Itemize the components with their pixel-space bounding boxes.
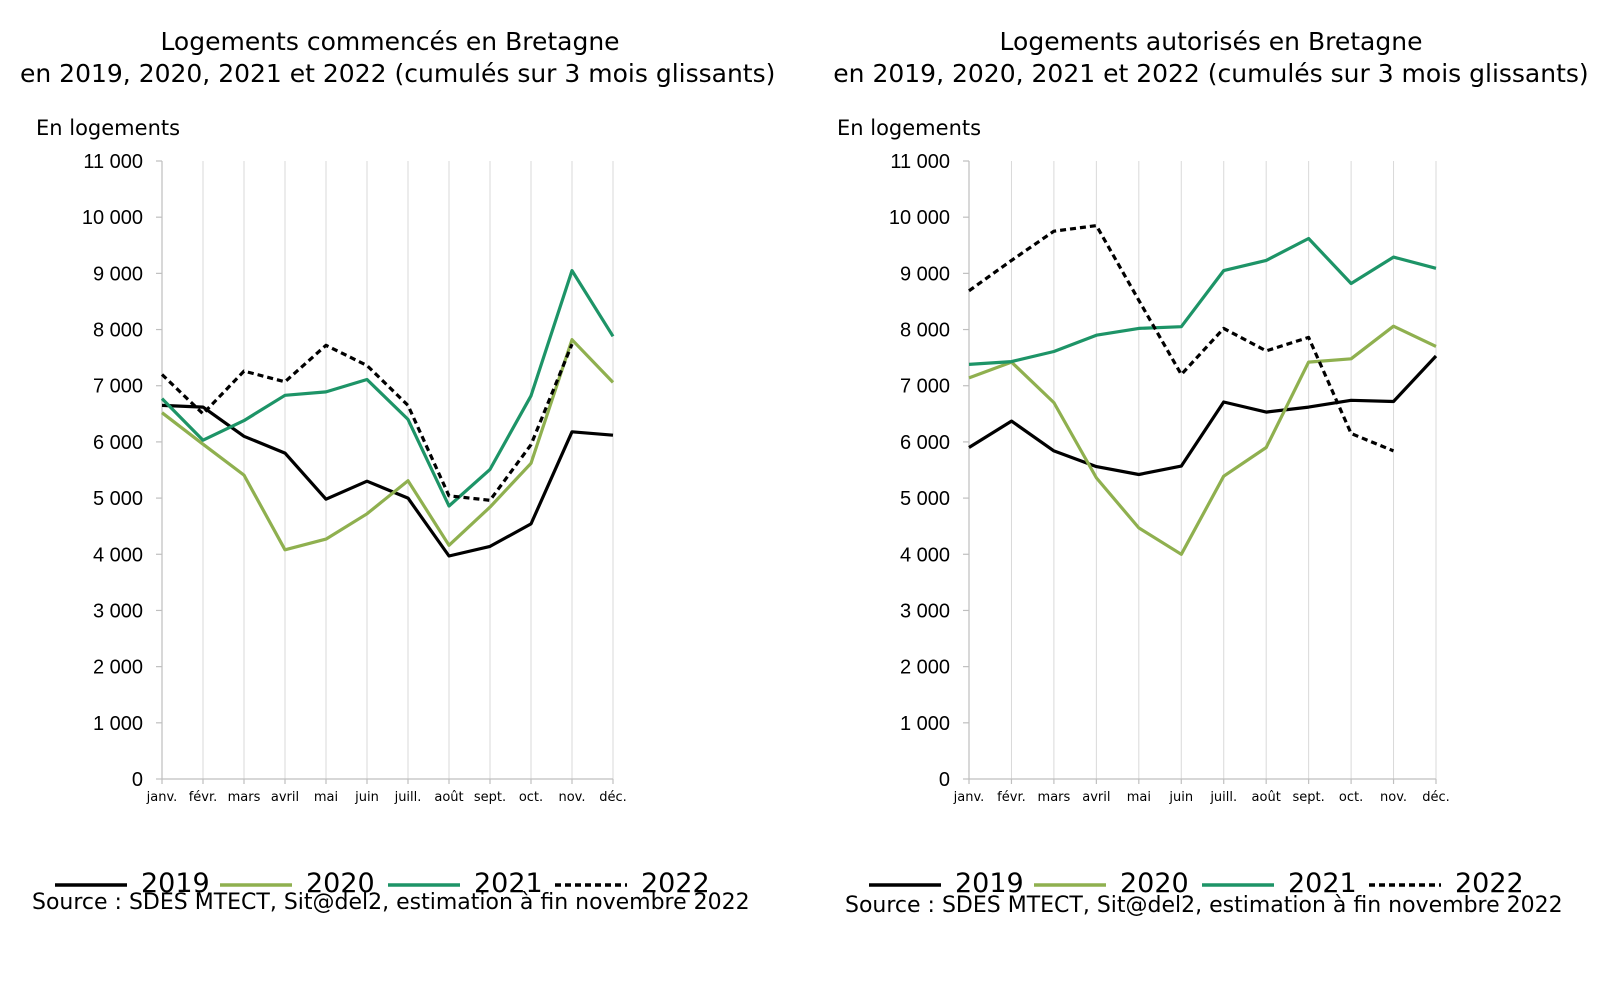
series-line-2020 [161,338,615,552]
y-tick-label: 7 000 [900,376,950,398]
y-tick-label: 3 000 [900,600,950,622]
x-tick-label: juill. [1209,790,1237,805]
x-tick-label: oct. [519,790,543,805]
legend-item-2020: 2020 [1034,866,1194,906]
y-tick-label: 1 000 [93,713,143,735]
legend-item-2019: 2019 [869,866,1029,906]
chart-title-line2: en 2019, 2020, 2021 et 2022 (cumulés sur… [20,59,776,88]
y-tick-label: 1 000 [900,713,950,735]
y-tick-label: 8 000 [93,320,143,342]
source-note: Source : SDES MTECT, Sit@del2, estimatio… [32,890,750,915]
x-tick-label: avril [1082,790,1110,805]
legend-swatch [1369,883,1441,887]
x-tick-label: sept. [474,790,506,805]
series-line-2019 [968,354,1438,477]
x-tick-label: juin [354,790,379,805]
plot-area: 0 1 000 2 000 3 000 4 000 5 000 6 000 7 000 8 00… [889,151,1450,805]
y-tick-label: 11 000 [83,151,143,173]
x-tick-label: févr. [997,790,1026,805]
legend-label: 2022 [1455,868,1524,899]
x-tick-label: mai [1127,790,1151,805]
x-tick-label: mars [228,790,261,805]
legend-swatch [1202,883,1274,887]
legend-swatch [388,883,460,887]
y-tick-label: 5 000 [93,488,143,510]
y-tick-label: 10 000 [889,207,950,229]
y-tick-label: 8 000 [900,320,950,342]
x-tick-label: janv. [953,790,985,805]
legend-label: 2021 [1288,868,1357,899]
legend-item-2021: 2021 [1202,866,1362,906]
y-tick-label: 4 000 [900,544,950,566]
legend-item-2020: 2020 [220,866,380,906]
chart-title-line2: en 2019, 2020, 2021 et 2022 (cumulés sur… [833,59,1589,88]
x-tick-label: déc. [599,790,627,805]
chart-logements-autorises: Logements autorisés en Bretagne en 2019,… [809,0,1617,981]
y-tick-label: 10 000 [82,207,143,229]
legend-swatch [869,883,941,887]
y-axis-unit-label: En logements [36,116,181,140]
x-tick-label: janv. [146,790,178,805]
chart-title-line1: Logements autorisés en Bretagne [999,27,1423,56]
x-tick-label: nov. [1380,790,1407,805]
legend-label: 2022 [641,868,710,899]
y-tick-label: 9 000 [93,263,143,285]
x-tick-label: mars [1038,790,1071,805]
legend-label: 2021 [474,868,543,899]
y-tick-label: 11 000 [890,151,950,173]
y-tick-label: 3 000 [93,600,143,622]
chart-title: Logements commencés en Bretagne en 2019,… [20,26,776,90]
legend-label: 2020 [1120,868,1189,899]
series-line-2021 [160,269,615,508]
source-note: Source : SDES MTECT, Sit@del2, estimatio… [845,893,1563,918]
legend-swatch [55,883,127,887]
x-tick-label: févr. [189,790,218,805]
legend-swatch [220,883,292,887]
series-line-2019 [161,403,614,558]
y-tick-label: 4 000 [93,544,143,566]
series-line-2021 [968,236,1437,366]
plot-area: 0 1 000 2 000 3 000 4 000 5 000 6 000 7 000 8 00… [82,151,627,805]
x-tick-label: déc. [1422,790,1450,805]
legend: 2019 2020 2021 2022 [55,866,755,906]
legend-item-2019: 2019 [55,866,215,906]
y-tick-label: 9 000 [900,263,950,285]
y-tick-label: 2 000 [900,657,950,679]
x-tick-label: sept. [1293,790,1325,805]
y-tick-label: 0 [132,769,143,791]
x-tick-label: mai [314,790,338,805]
chart-title: Logements autorisés en Bretagne en 2019,… [811,26,1611,90]
legend-label: 2020 [306,868,375,899]
chart-logements-commences: Logements commencés en Bretagne en 2019,… [0,0,808,981]
legend-swatch [1034,883,1106,887]
x-tick-label: juin [1168,790,1193,805]
y-tick-label: 7 000 [93,376,143,398]
legend: 2019 2020 2021 2022 [869,866,1569,906]
y-tick-label: 0 [939,769,950,791]
x-tick-label: août [434,790,463,805]
x-tick-label: avril [271,790,299,805]
legend-item-2022: 2022 [555,866,715,906]
x-tick-label: juill. [394,790,422,805]
series-line-2020 [968,324,1437,556]
y-tick-label: 2 000 [93,657,143,679]
y-tick-label: 5 000 [900,488,950,510]
legend-item-2021: 2021 [388,866,548,906]
y-axis-unit-label: En logements [837,116,982,140]
legend-label: 2019 [141,868,210,899]
y-tick-label: 6 000 [93,432,143,454]
y-tick-label: 6 000 [900,432,950,454]
chart-title-line1: Logements commencés en Bretagne [160,27,620,56]
legend-item-2022: 2022 [1369,866,1529,906]
legend-swatch [555,883,627,887]
x-tick-label: oct. [1339,790,1363,805]
x-tick-label: nov. [558,790,585,805]
x-tick-label: août [1252,790,1281,805]
legend-label: 2019 [955,868,1024,899]
